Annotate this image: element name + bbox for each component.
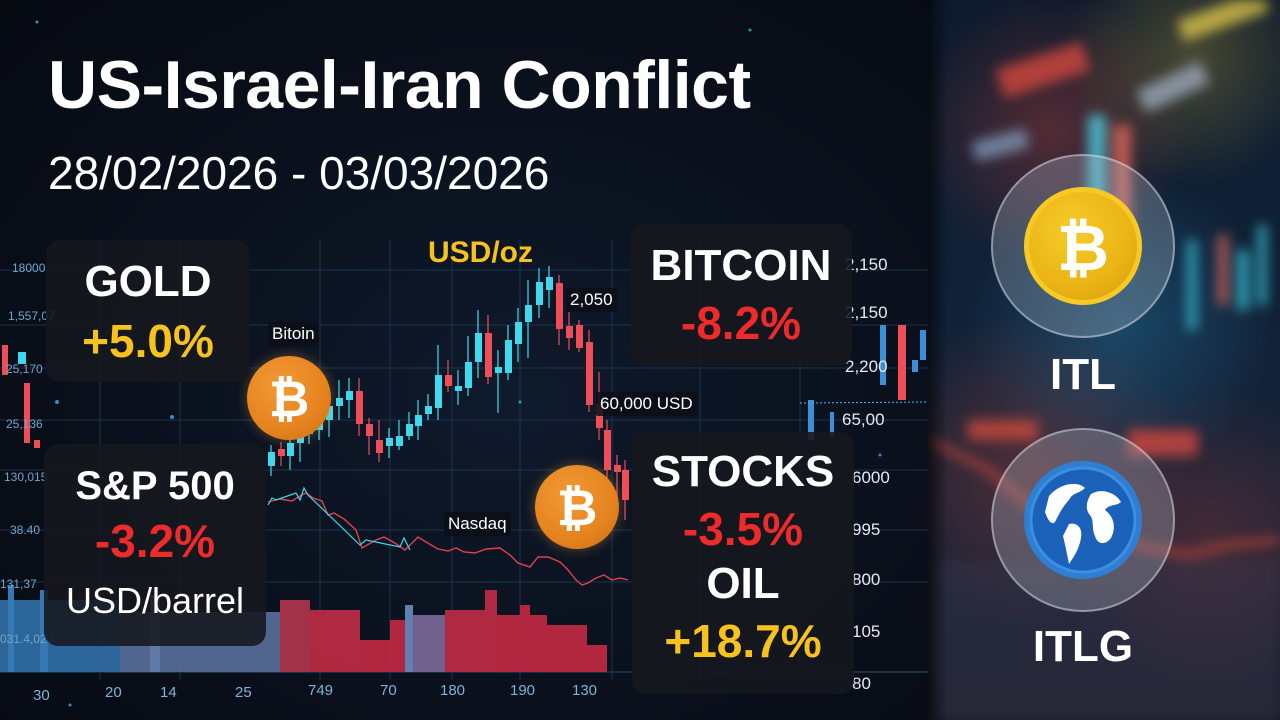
svg-text:₿: ₿ [1057,212,1109,282]
oil-label: OIL [706,559,780,608]
bitcoin-coin-icon: ₿ [247,356,331,440]
bitcoin-change: -8.2% [680,297,802,349]
left-axis-tick: 131,37 [0,577,37,591]
bitcoin-label: BITCOIN [650,241,832,290]
right-axis-tick: 6000 [852,468,890,487]
stocks-label: STOCKS [651,447,835,496]
sp500-unit: USD/barrel [65,580,245,621]
bottom-axis-tick: 749 [308,682,334,699]
itl-label: ITL [1050,350,1116,399]
oil-change: +18.7% [664,615,822,667]
right-axis-tick: 995 [852,520,881,539]
date-range: 28/02/2026 - 03/03/2026 [48,147,550,199]
bitcoin-coin-icon: ₿ [1024,187,1142,305]
right-axis-tick: 80 [852,674,871,693]
bottom-axis-tick: 25 [235,684,252,701]
stocks-oil-card: STOCKS -3.5% OIL +18.7% [632,432,854,694]
bottom-axis-tick: 30 [33,687,50,704]
svg-text:₿: ₿ [269,370,310,426]
gold-change: +5.0% [82,315,214,367]
right-axis-tick: 2,200 [845,357,888,376]
bottom-axis-tick: 14 [160,684,177,701]
bottom-axis-tick: 130 [572,682,598,699]
gold-label: GOLD [84,257,212,306]
bitcoin-marker-label: Bitoin [268,322,319,346]
itlg-badge[interactable] [991,428,1175,612]
right-axis-tick: 2,150 [845,303,888,322]
nasdaq-line [267,492,629,586]
side-panel: ₿ ITL ITLG [928,0,1280,720]
btc-price-label: 60,000 USD [596,392,697,416]
right-axis-tick: 2,150 [845,255,888,274]
gold-card: GOLD +5.0% [46,240,250,382]
left-axis-tick: 18000 [12,261,46,275]
left-axis-tick: 25,170 [6,362,43,376]
bottom-axis-tick: 190 [510,682,536,699]
bottom-axis-tick: 70 [380,682,397,699]
page-title: US-Israel-Iran Conflict [48,47,751,123]
stocks-change: -3.5% [682,503,804,555]
globe-icon [1024,461,1142,579]
left-axis-tick: 25,136 [6,417,43,431]
svg-text:₿: ₿ [557,479,598,535]
right-axis-tick: 65,00 [842,410,885,429]
left-axis-tick: 031.4,023 [0,632,54,646]
left-axis-tick: 38.40 [10,523,41,537]
gold-unit-label: USD/oz [428,236,533,269]
right-axis-tick: 105 [852,622,881,641]
sp500-change: -3.2% [94,515,216,567]
price-label-2050: 2,050 [566,288,617,312]
itlg-label: ITLG [1032,622,1134,671]
sp500-label: S&P 500 [75,464,235,508]
left-axis-tick: 1,557,07 [8,309,55,323]
nasdaq-label: Nasdaq [444,512,511,536]
main-panel: 18000 1,557,07 25,170 25,136 130,015 38.… [0,0,930,720]
left-axis-tick: 130,015 [4,470,48,484]
bottom-axis-tick: 180 [440,682,466,699]
panel-divider [928,0,948,720]
sp500-card: S&P 500 -3.2% USD/barrel [44,444,266,646]
bottom-axis-tick: 20 [105,684,122,701]
right-axis-tick: 800 [852,570,881,589]
bitcoin-card: BITCOIN -8.2% [630,224,852,366]
itl-badge[interactable]: ₿ [991,154,1175,338]
bitcoin-coin-icon: ₿ [535,465,619,549]
